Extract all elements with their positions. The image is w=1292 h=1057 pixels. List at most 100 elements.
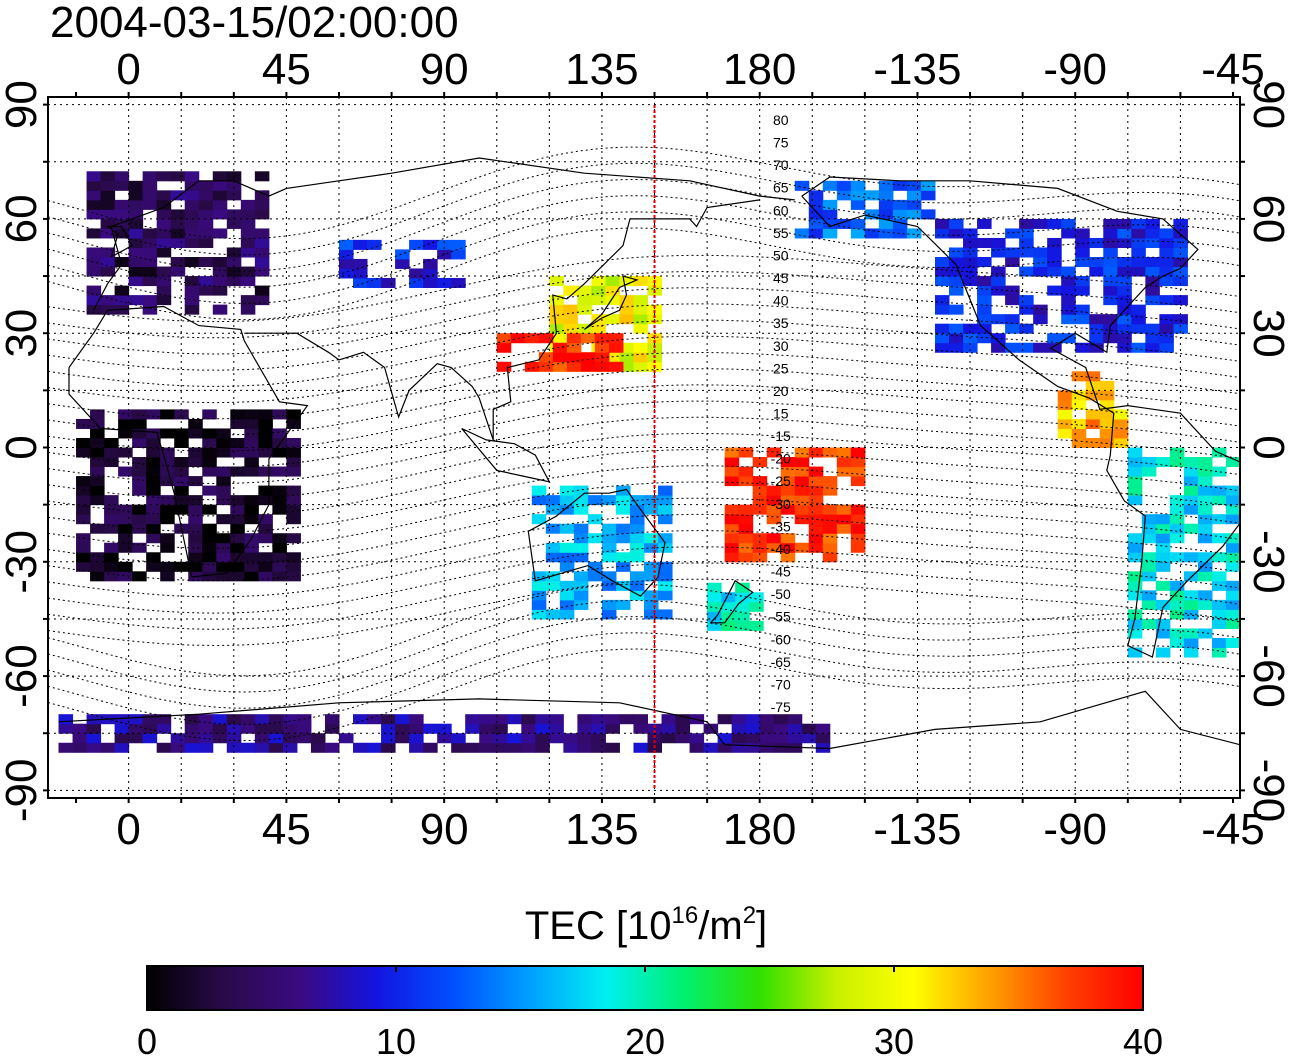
tec-cell [216, 428, 231, 439]
tec-cell [1155, 561, 1171, 572]
tec-cell [749, 620, 764, 631]
tec-cell [156, 714, 172, 725]
tec-cell [521, 714, 536, 725]
tec-cell [1145, 285, 1160, 296]
tec-cell [272, 571, 287, 582]
tec-cell [132, 514, 147, 525]
tec-cell [128, 180, 144, 191]
tec-cell [465, 723, 480, 734]
tec-cell [1085, 380, 1101, 391]
tec-data-cells [58, 171, 1269, 753]
tec-cell [633, 352, 649, 363]
tec-cell [822, 542, 838, 553]
tec-cell [244, 437, 259, 448]
tec-cell [735, 611, 750, 622]
tec-cell [104, 437, 119, 448]
colorbar-tick-label: 40 [1123, 1021, 1163, 1057]
tec-cell [549, 304, 564, 315]
tec-cell [1127, 485, 1143, 496]
tec-cell [1183, 523, 1199, 534]
tec-cell [128, 247, 144, 258]
tec-cell [240, 276, 256, 287]
tec-cell [230, 409, 245, 420]
tec-cell [244, 571, 259, 582]
tec-cell [721, 601, 736, 612]
tec-cell [272, 409, 287, 420]
colorbar-tick-label: 20 [625, 1021, 665, 1057]
tec-cell [591, 276, 606, 287]
tec-cell [395, 723, 410, 734]
tec-cell [949, 323, 964, 334]
tec-cell [1197, 476, 1213, 487]
right-latitude-label: 60 [1244, 194, 1292, 243]
tec-cell [188, 561, 203, 572]
tec-cell [1183, 552, 1199, 563]
tec-cell [114, 218, 130, 229]
dip-contour-label: -15 [771, 428, 791, 444]
left-latitude-label: -90 [0, 759, 46, 823]
tec-cell [1211, 533, 1227, 544]
tec-cell [735, 601, 750, 612]
tec-cell [1085, 418, 1101, 429]
tec-cell [566, 352, 582, 363]
tec-cell [577, 723, 592, 734]
tec-cell [615, 552, 631, 563]
tec-cell [780, 552, 796, 563]
tec-cell [90, 428, 105, 439]
tec-cell [822, 504, 838, 515]
tec-cell [1197, 552, 1213, 563]
tec-cell [1033, 266, 1048, 277]
tec-cell [188, 428, 203, 439]
tec-cell [808, 504, 824, 515]
tec-cell [367, 742, 382, 753]
dip-contour-label: -75 [771, 699, 791, 715]
tec-cell [1145, 237, 1160, 248]
tec-cell [76, 542, 91, 553]
tec-cell [850, 533, 866, 544]
tec-cell [1173, 257, 1188, 268]
tec-cell [661, 714, 677, 725]
tec-cell [1240, 514, 1255, 524]
tec-cell [367, 277, 382, 288]
tec-cell [977, 304, 992, 315]
tec-cell [202, 561, 217, 572]
tec-cell [1131, 237, 1146, 248]
left-latitude-label: -60 [0, 644, 46, 708]
tec-cell [282, 714, 298, 725]
tec-cell [76, 495, 91, 506]
tec-cell [76, 485, 91, 496]
colorbar-title-exponent: 16 [671, 902, 699, 929]
tec-cell [72, 742, 88, 753]
tec-cell [258, 533, 273, 544]
coastline [584, 275, 639, 330]
tec-cell [1089, 266, 1104, 277]
tec-cell [170, 257, 186, 268]
tec-cell [1159, 323, 1174, 334]
tec-cell [230, 571, 245, 582]
tec-cell [381, 733, 396, 744]
tec-cell [132, 504, 147, 515]
tec-cell [1169, 495, 1185, 506]
tec-cell [658, 542, 673, 553]
tec-cell [580, 333, 596, 344]
tec-cell [188, 514, 203, 525]
tec-cell [254, 228, 270, 239]
tec-cell [1254, 619, 1269, 629]
tec-cell [605, 714, 620, 725]
tec-cell [286, 495, 301, 506]
tec-cell [86, 714, 102, 725]
tec-cell [198, 180, 214, 191]
tec-cell [353, 258, 368, 269]
tec-cell [1173, 323, 1188, 334]
tec-cell [749, 601, 764, 612]
tec-cell [1141, 561, 1157, 572]
tec-cell [86, 723, 102, 734]
tec-cell [531, 599, 547, 610]
tec-cell [1155, 580, 1171, 591]
tec-cell [142, 276, 158, 287]
tec-cell [787, 723, 803, 734]
tec-cell [1197, 590, 1213, 601]
tec-cell [212, 733, 228, 744]
tec-cell [1173, 228, 1188, 239]
tec-cell [132, 457, 147, 468]
